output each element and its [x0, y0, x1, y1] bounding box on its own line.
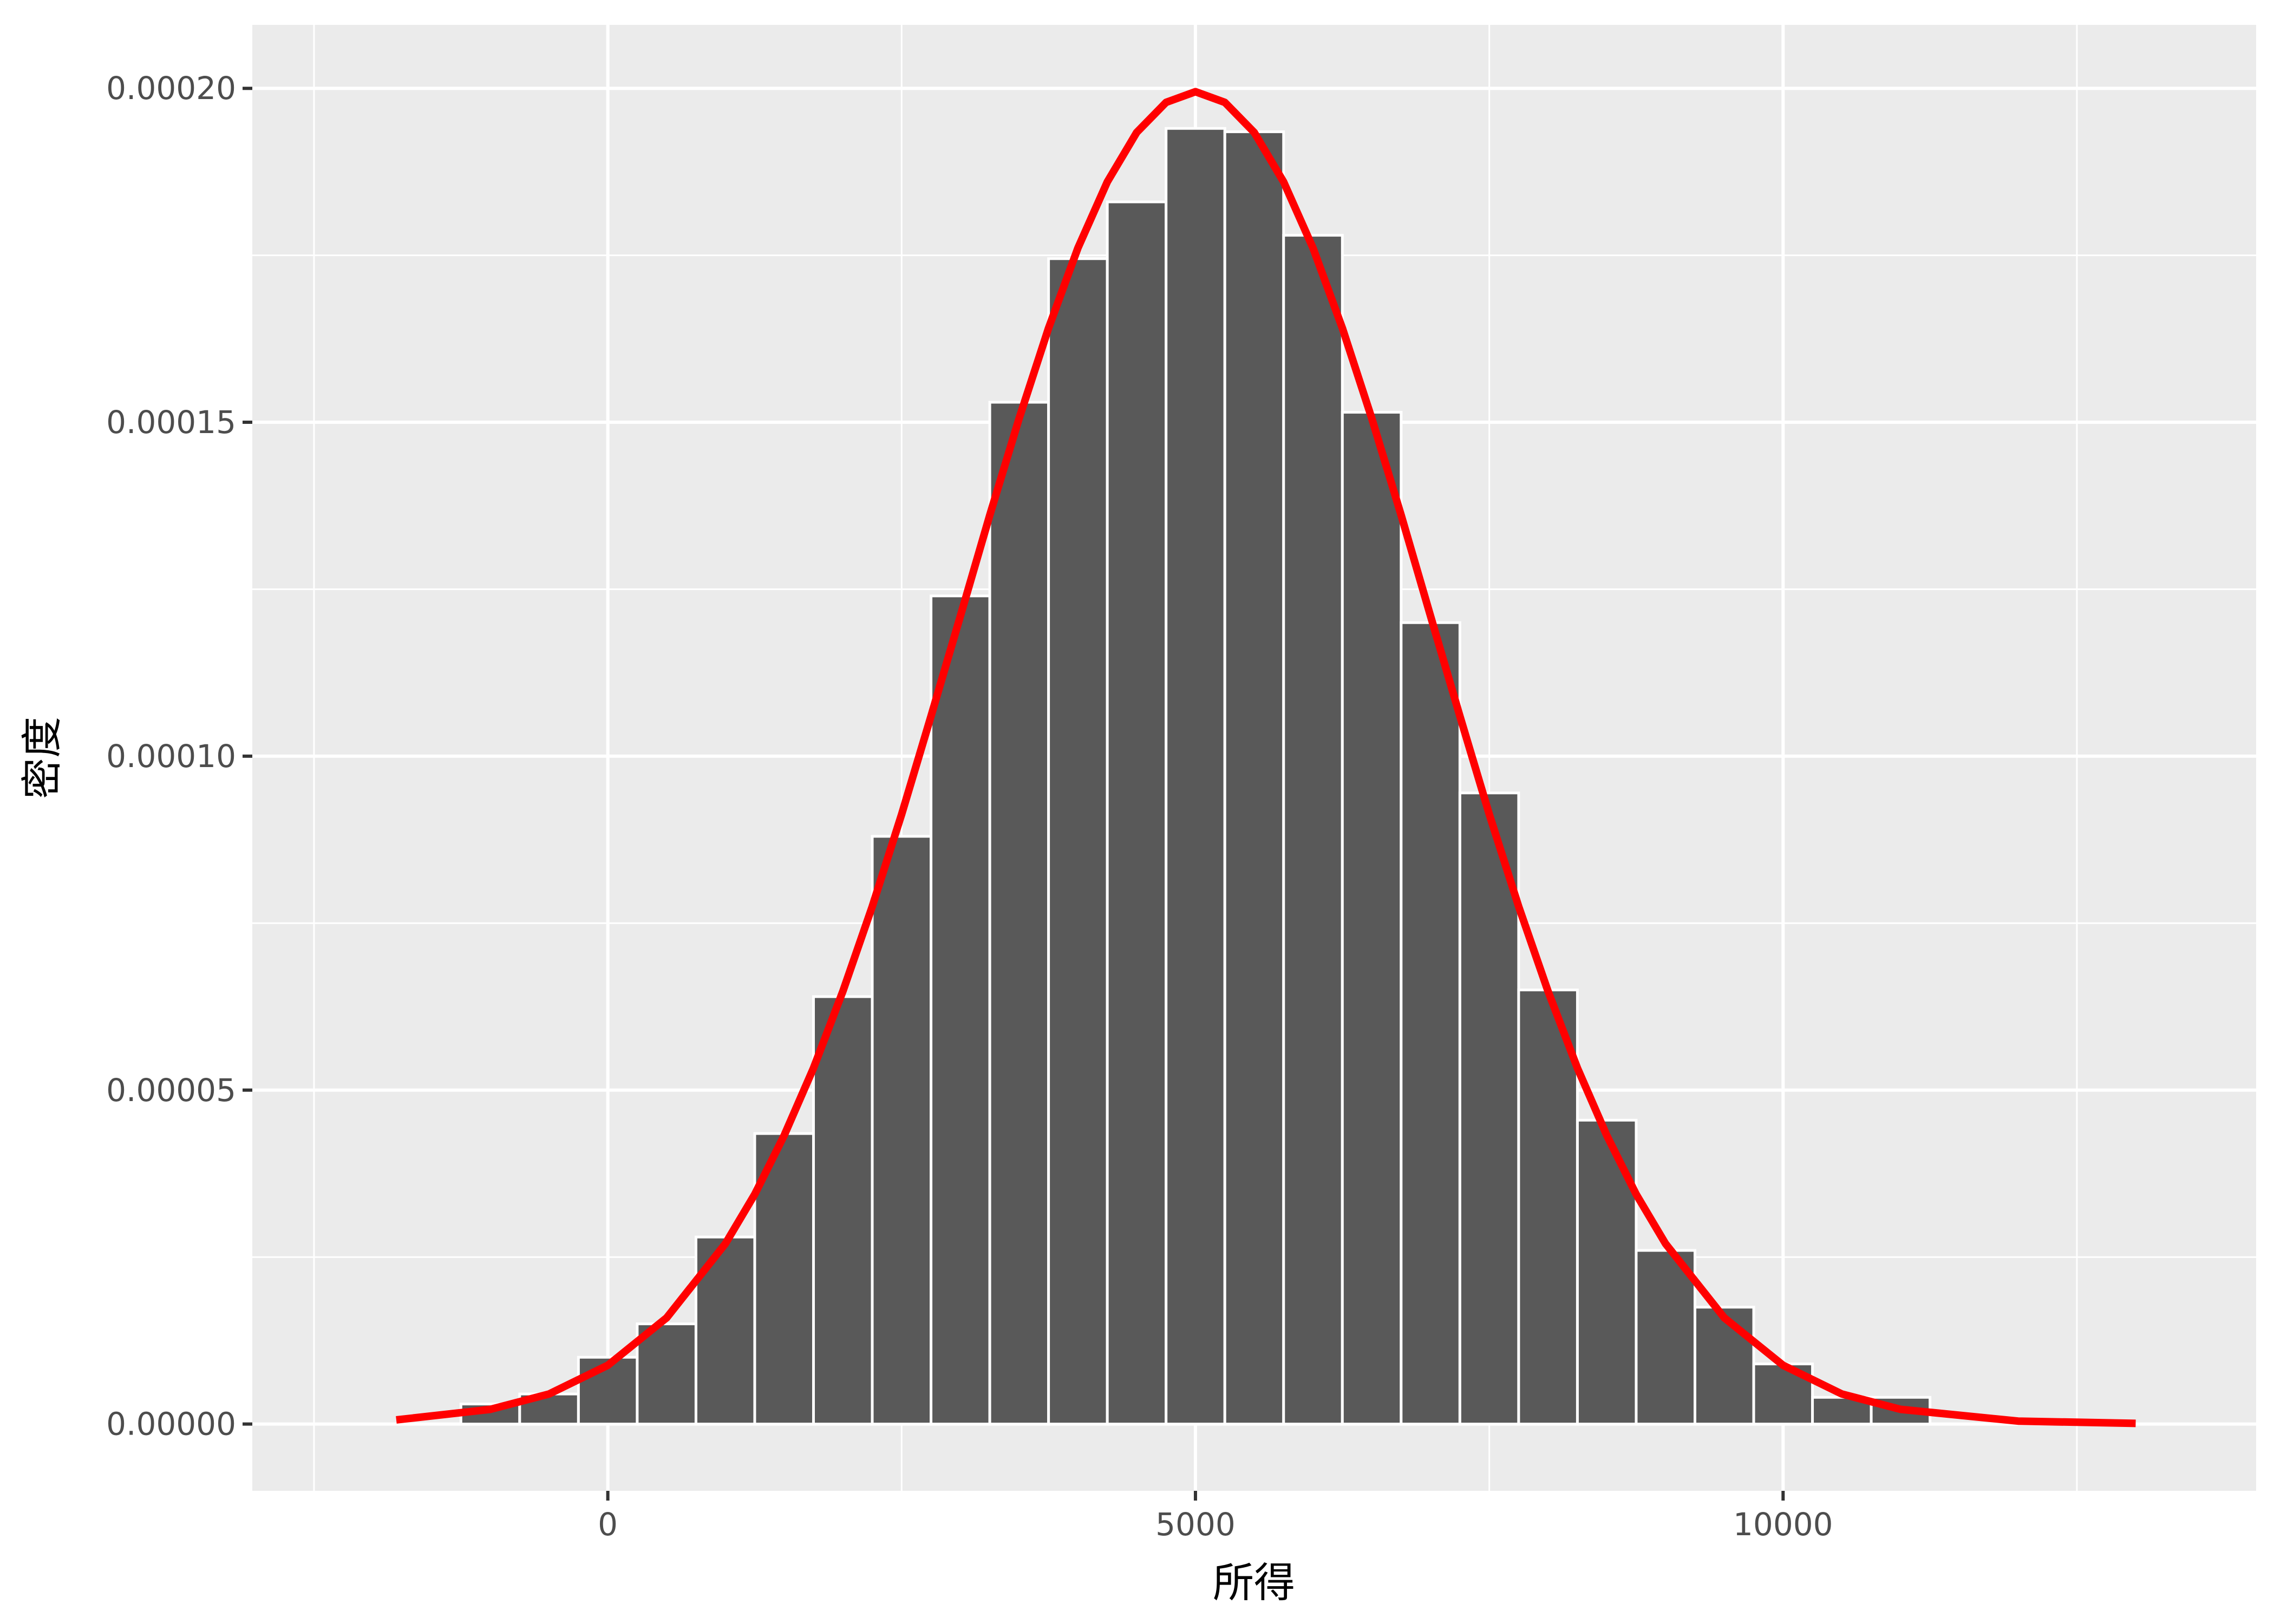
bar	[1282, 234, 1344, 1426]
bar	[988, 401, 1050, 1426]
y-tick-label: 0.00005	[106, 1072, 236, 1109]
bar	[930, 594, 991, 1426]
bar	[1223, 130, 1285, 1426]
y-tick-label: 0.00020	[106, 70, 236, 107]
bar	[1635, 1249, 1697, 1426]
bar	[1400, 621, 1461, 1426]
y-axis-title: 密度	[18, 717, 66, 799]
x-tick-label: 0	[598, 1506, 618, 1543]
bar	[1341, 411, 1403, 1426]
density-curve	[396, 88, 2136, 1427]
bar	[636, 1322, 697, 1426]
x-tick-label: 10000	[1733, 1506, 1833, 1543]
x-axis-title: 所得	[1213, 1558, 1295, 1607]
bar	[1694, 1306, 1755, 1426]
y-tick-label: 0.00015	[106, 404, 236, 441]
bar	[871, 835, 933, 1426]
bar	[1047, 257, 1109, 1426]
bar	[1576, 1118, 1638, 1426]
bar	[1106, 200, 1168, 1426]
bar	[812, 995, 874, 1426]
y-tick-label: 0.00000	[106, 1406, 236, 1443]
bar	[1165, 127, 1226, 1426]
y-tick-label: 0.00010	[106, 738, 236, 775]
x-tick-label: 5000	[1155, 1506, 1236, 1543]
bar	[1458, 791, 1520, 1426]
